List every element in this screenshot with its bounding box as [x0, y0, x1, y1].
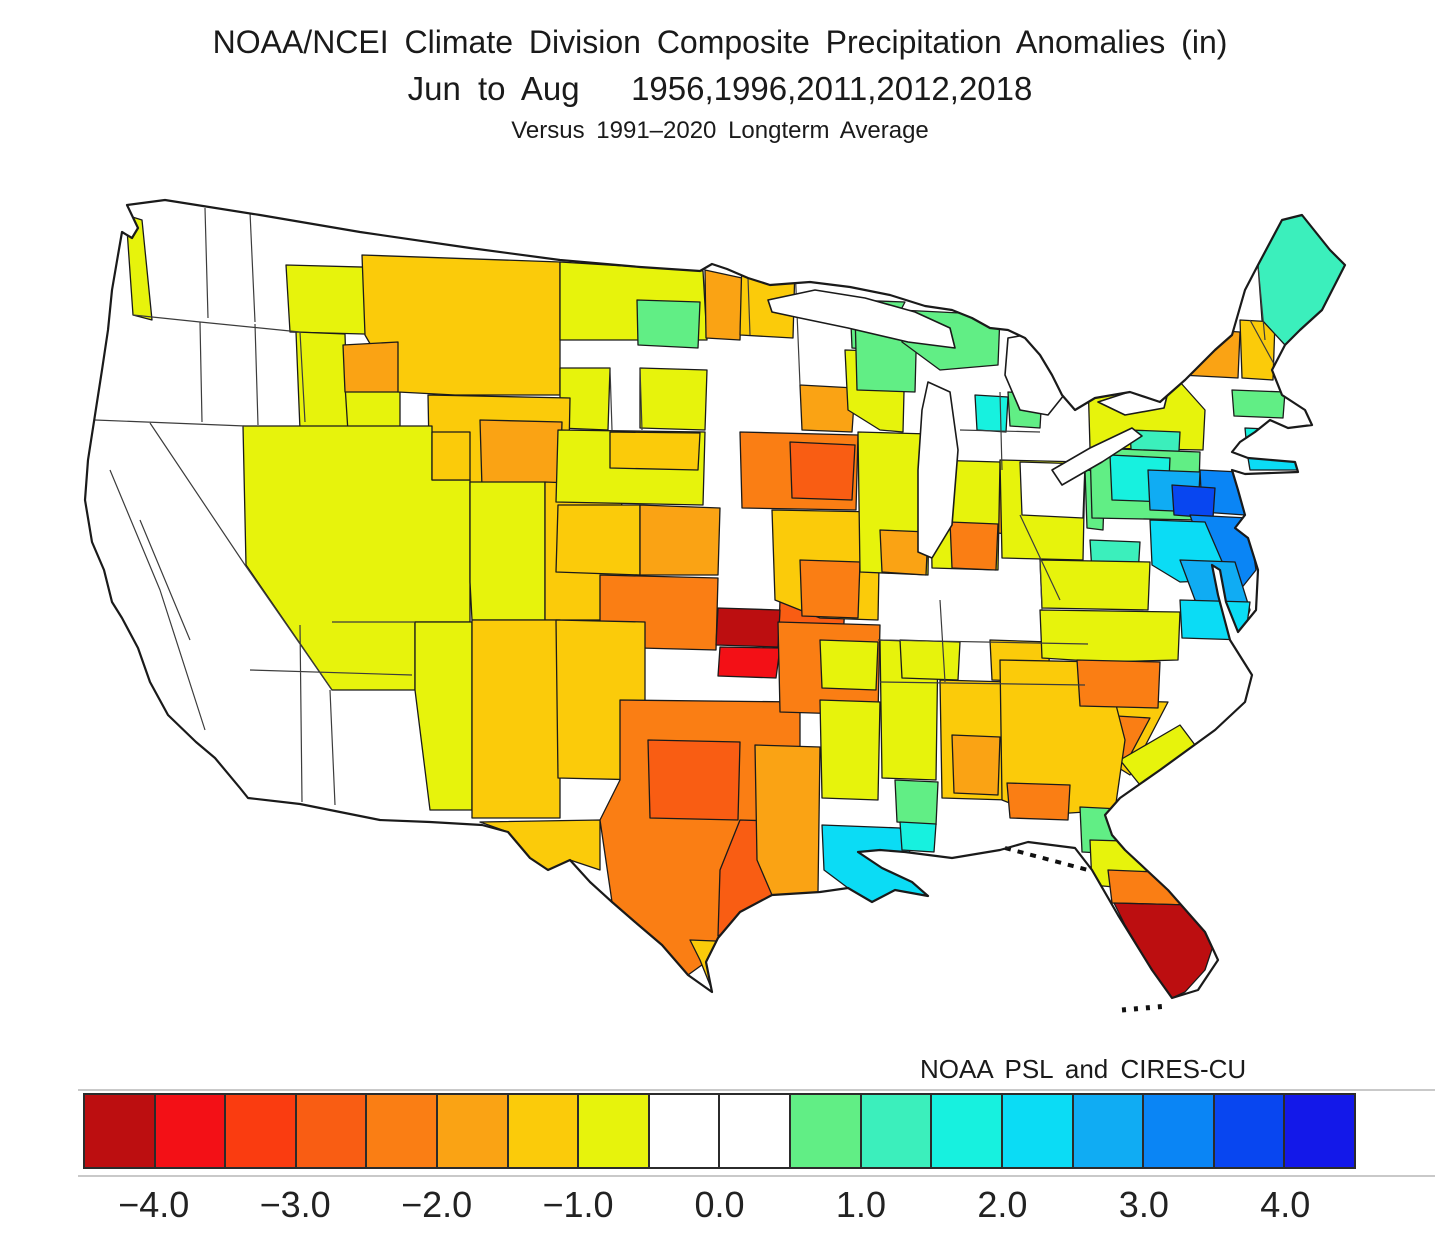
colorbar-tick-label: −4.0 [118, 1184, 190, 1225]
colorbar-tick-labels: −4.0 −3.0 −2.0 −1.0 0.0 1.0 2.0 3.0 4.0 [83, 1184, 1356, 1228]
division-tx-c1 [647, 739, 741, 821]
colorbar-segment-7 [577, 1093, 650, 1169]
division-ar-y [819, 639, 879, 691]
colorbar-segment-4 [365, 1093, 439, 1169]
division-nm-w [414, 621, 473, 811]
division-ia-c [789, 441, 856, 501]
colorbar-segment-0 [83, 1093, 156, 1169]
division-mt-sw [342, 341, 399, 393]
division-wy-e [479, 419, 563, 491]
division-ks-w [555, 504, 641, 576]
colorbar-segment-17 [1283, 1093, 1356, 1169]
division-la-w [754, 744, 821, 896]
colorbar-segment-10 [789, 1093, 862, 1169]
colorbar-segment-9 [718, 1093, 792, 1169]
division-tx-w [479, 819, 601, 871]
page-title: NOAA/NCEI Climate Division Composite Pre… [212, 24, 1228, 60]
division-id-w [295, 331, 349, 433]
division-va-w [1039, 559, 1151, 611]
colorbar-segment-3 [294, 1093, 368, 1169]
colorbar-tick-label: −2.0 [401, 1184, 473, 1225]
colorbar-segment-2 [224, 1093, 297, 1169]
division-ms-s-green [894, 779, 939, 826]
colorbar-segment-12 [930, 1093, 1003, 1169]
florida-keys [1121, 1003, 1169, 1013]
division-nc [1039, 609, 1181, 663]
colorbar-segment-14 [1071, 1093, 1145, 1169]
colorbar-segment-5 [436, 1093, 509, 1169]
division-mn-sw [799, 384, 856, 433]
division-ok-darkred [715, 607, 781, 648]
division-ct [1244, 427, 1289, 454]
us-climate-division-map [83, 198, 1347, 1013]
division-ne-gold [609, 431, 701, 471]
division-al-c [951, 734, 1001, 796]
colorbar-segment-8 [647, 1093, 721, 1169]
division-ut-ne [431, 431, 471, 481]
division-la-ne [819, 699, 881, 801]
division-ma [1231, 389, 1286, 419]
division-njmd-deep [1171, 484, 1216, 519]
division-mi-n-cyan [974, 394, 1009, 433]
white-area-division-lines-central [609, 264, 1041, 471]
colorbar-segment-1 [153, 1093, 227, 1169]
division-nc-ne-cyan [1179, 599, 1251, 641]
division-co-w [469, 481, 546, 621]
big-bend-coastal-dashes [1004, 846, 1089, 872]
division-nd-e [704, 269, 743, 341]
white-area-division-lines-east [877, 264, 1281, 686]
division-wa-coast [125, 214, 153, 321]
colorbar-segment-6 [506, 1093, 580, 1169]
division-nd-green [636, 299, 701, 349]
colorbar-segment-16 [1212, 1093, 1286, 1169]
lake-erie [1051, 427, 1143, 486]
division-ks-e [639, 504, 721, 576]
division-sd-e [639, 367, 708, 431]
lake-superior [767, 289, 956, 349]
page-subtitle-baseline: Versus 1991–2020 Longterm Average [511, 117, 929, 144]
colorbar-segment-13 [1000, 1093, 1074, 1169]
colorbar-tick-label: 4.0 [1260, 1184, 1311, 1225]
colorbar-tick-label: −3.0 [259, 1184, 331, 1225]
colorbar-tick-label: 2.0 [977, 1184, 1028, 1225]
division-ga-o2 [1006, 782, 1071, 821]
division-nm-e [471, 619, 561, 819]
division-tn-y [899, 639, 961, 681]
page-subtitle-years: Jun to Aug 1956,1996,2011,2012,2018 [407, 70, 1033, 107]
colorbar-tick-label: 0.0 [694, 1184, 745, 1225]
colorbar-segment-11 [859, 1093, 933, 1169]
division-il-s [879, 529, 929, 576]
division-ga-o1 [1076, 659, 1161, 709]
colorbar-tick-label: −1.0 [542, 1184, 614, 1225]
us-outline [83, 198, 1347, 1000]
colorbar-tick-label: 1.0 [835, 1184, 886, 1225]
division-in-s [949, 521, 999, 571]
colorbar-segment-15 [1142, 1093, 1215, 1169]
white-area-division-lines-west [94, 207, 415, 806]
colorbar [83, 1093, 1356, 1169]
colorbar-tick-label: 3.0 [1118, 1184, 1169, 1225]
division-ok-red [717, 646, 781, 679]
division-me [1257, 214, 1345, 346]
attribution-text: NOAA PSL and CIRES-CU [920, 1054, 1247, 1084]
colorbar-frame [78, 1089, 1435, 1177]
division-mo-se [799, 559, 861, 619]
lake-michigan [917, 381, 959, 559]
division-ms-s-cyan [899, 821, 937, 853]
